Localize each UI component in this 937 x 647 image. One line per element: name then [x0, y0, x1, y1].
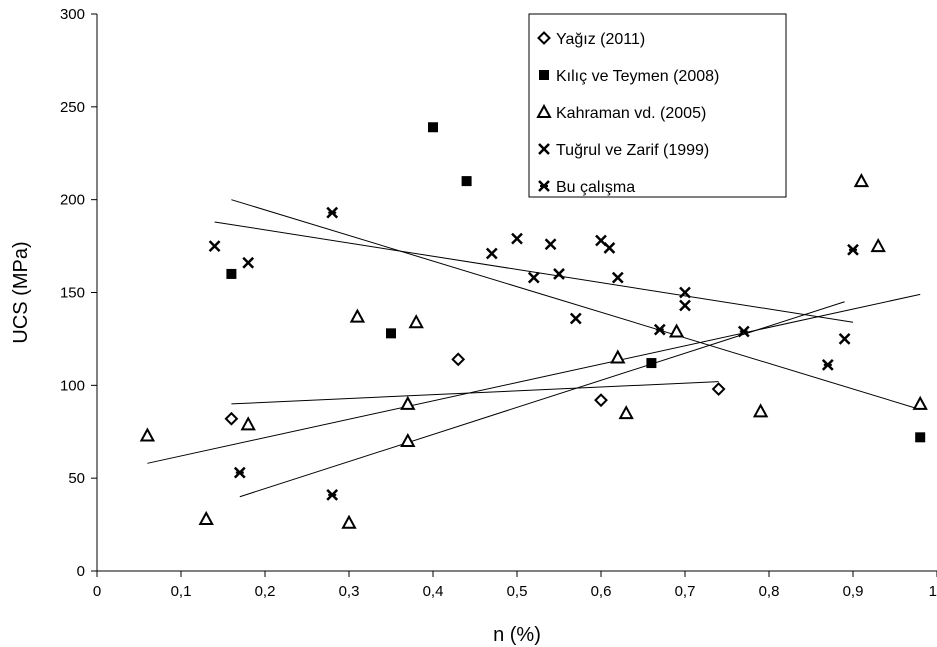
trendline: [147, 293, 921, 464]
data-point: [461, 176, 472, 187]
x-tick-label: 0,3: [339, 583, 360, 600]
legend-item: Kılıç ve Teymen (2008): [539, 68, 719, 85]
trendline: [231, 199, 921, 410]
data-point: [603, 242, 616, 254]
data-point: [233, 466, 246, 479]
x-tick-label: 0,7: [675, 583, 696, 600]
trendline: [239, 301, 845, 498]
data-point: [668, 323, 685, 338]
data-point: [400, 432, 416, 448]
x-tick-label: 0,5: [507, 583, 528, 600]
data-point: [240, 416, 256, 431]
legend-marker: [536, 103, 552, 118]
data-point: [737, 325, 750, 338]
data-point: [915, 432, 926, 443]
y-axis-label: UCS (MPa): [10, 241, 32, 343]
legend-box: [528, 13, 787, 198]
data-point: [451, 352, 466, 367]
data-point: [408, 314, 424, 329]
data-point: [752, 403, 769, 418]
legend-marker: [538, 143, 550, 155]
data-point: [838, 333, 851, 345]
legend-marker: [539, 70, 549, 80]
data-point: [569, 312, 582, 325]
legend-label: Yağız (2011): [556, 31, 645, 48]
x-tick-label: 0: [93, 583, 101, 600]
x-tick-label: 1: [929, 583, 937, 600]
data-point: [341, 514, 357, 529]
data-point: [386, 328, 396, 339]
legend-marker: [537, 31, 551, 45]
y-tick-label: 300: [60, 6, 85, 23]
data-point: [821, 359, 834, 371]
data-point: [618, 405, 634, 420]
x-tick-label: 0,1: [171, 583, 192, 600]
data-point: [646, 358, 657, 369]
data-point: [349, 308, 366, 323]
data-point: [553, 268, 565, 280]
x-tick-label: 0,2: [255, 583, 276, 600]
y-tick-label: 150: [60, 285, 85, 302]
y-tick-label: 50: [68, 470, 85, 487]
data-point: [226, 268, 237, 279]
data-point: [242, 256, 255, 269]
x-axis-label: n (%): [493, 624, 541, 646]
data-point: [326, 206, 339, 219]
legend-label: Kılıç ve Teymen (2008): [556, 68, 719, 85]
legend-label: Tuğrul ve Zarif (1999): [556, 142, 709, 159]
x-tick-label: 0,6: [591, 583, 612, 600]
data-point: [326, 488, 339, 501]
data-point: [847, 243, 859, 256]
x-tick-label: 0,4: [423, 583, 444, 600]
data-point: [224, 411, 239, 426]
y-tick-label: 200: [60, 192, 85, 209]
data-point: [400, 395, 416, 410]
data-point: [611, 271, 624, 284]
legend-item: Yağız (2011): [537, 31, 645, 48]
data-point: [870, 237, 886, 253]
data-point: [594, 393, 608, 408]
legend-marker: [538, 180, 550, 192]
legend-label: Kahraman vd. (2005): [556, 105, 706, 122]
trendline: [231, 381, 719, 405]
x-tick-label: 0,8: [759, 583, 780, 600]
legend-label: Bu çalışma: [556, 179, 635, 196]
data-point: [711, 382, 726, 396]
data-points: [139, 122, 928, 529]
data-point: [198, 510, 214, 526]
y-tick-label: 100: [60, 377, 85, 394]
data-point: [679, 299, 691, 312]
legend: Yağız (2011) Kılıç ve Teymen (2008) Kahram…: [528, 13, 787, 198]
data-point: [912, 395, 928, 410]
x-tick-label: 0,9: [843, 583, 864, 600]
data-point: [139, 427, 156, 442]
legend-item: Bu çalışma: [538, 179, 635, 196]
y-tick-label: 0: [77, 563, 85, 580]
data-point: [544, 238, 557, 251]
legend-item: Tuğrul ve Zarif (1999): [538, 142, 709, 159]
data-point: [527, 271, 540, 284]
y-tick-label: 250: [60, 99, 85, 116]
data-point: [428, 122, 438, 133]
axes: 0 0,1 0,2 0,3 0,4 0,5 0,6 0,7 0,8 0,9 1 0 50 100 150 20…: [60, 6, 937, 600]
data-point: [653, 323, 666, 336]
legend-item: Kahraman vd. (2005): [536, 103, 706, 122]
data-point: [853, 173, 870, 188]
data-point: [208, 240, 221, 252]
trendline: [214, 221, 854, 323]
trendlines: [147, 199, 921, 498]
data-point: [511, 232, 523, 245]
data-point: [610, 349, 626, 364]
data-point: [679, 286, 691, 299]
data-point: [485, 247, 498, 260]
